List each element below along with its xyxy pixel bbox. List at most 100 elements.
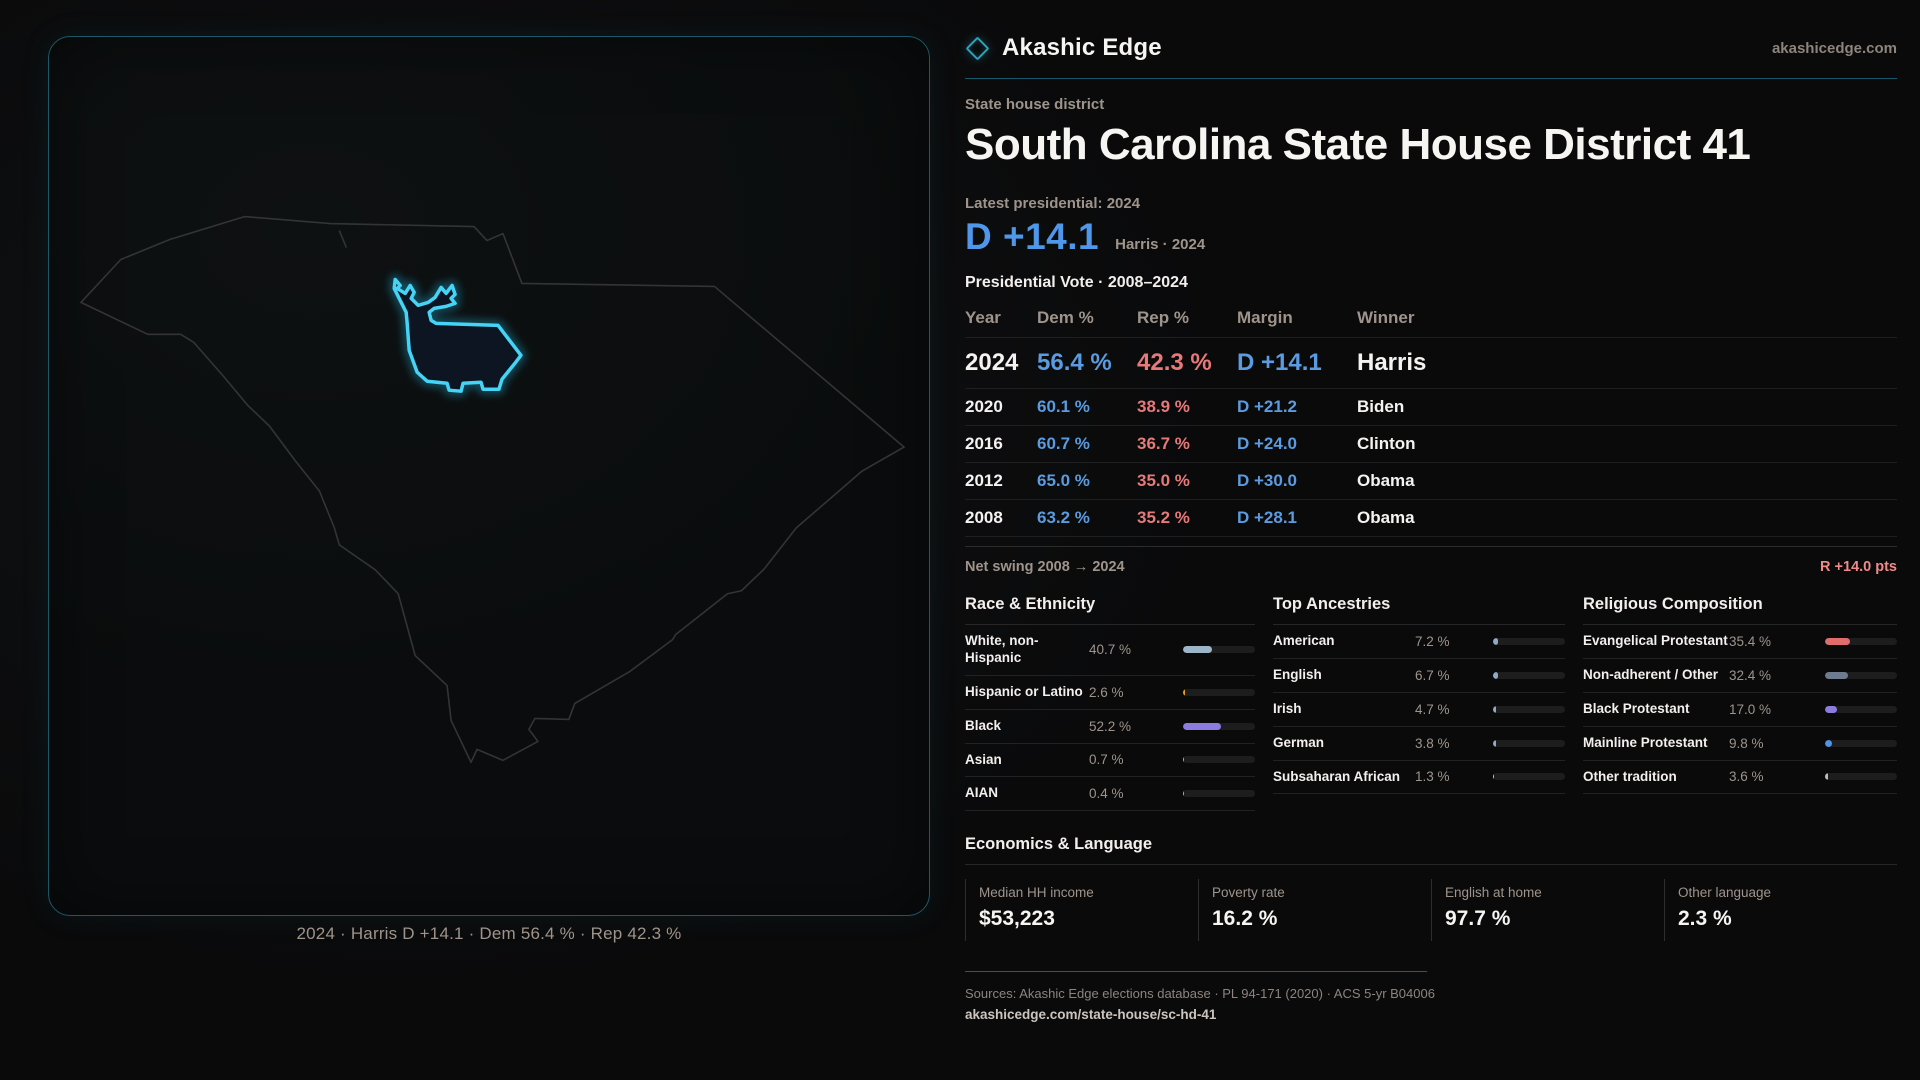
stat-value: 2.3 % (1678, 907, 1732, 931)
bar-fill (1493, 773, 1494, 781)
footer: Sources: Akashic Edge elections database… (965, 971, 1897, 1022)
footer-divider (965, 971, 1427, 973)
cell-margin: D +21.2 (1237, 397, 1298, 416)
bar-track (1493, 671, 1565, 679)
religious-composition-title: Religious Composition (1583, 595, 1897, 625)
demographic-value: 40.7 % (1089, 642, 1132, 658)
latest-margin-row: D +14.1 Harris · 2024 (965, 216, 1897, 258)
bar-track (1825, 705, 1897, 713)
bar-fill (1183, 722, 1221, 730)
cell-dem-pct: 60.1 % (1037, 397, 1090, 416)
table-row: 2020 60.1 % 38.9 % D +21.2 Biden (965, 389, 1897, 426)
footer-url[interactable]: akashicedge.com/state-house/sc-hd-41 (965, 1007, 1217, 1023)
demographic-row: Irish 4.7 % (1273, 693, 1565, 727)
demographic-label: Irish (1273, 700, 1302, 716)
cell-dem-pct: 56.4 % (1037, 349, 1112, 376)
bar-fill (1825, 739, 1833, 747)
top-ancestries-title: Top Ancestries (1273, 595, 1565, 625)
brand-name: Akashic Edge (1002, 34, 1162, 61)
diamond-logo-icon (965, 35, 990, 61)
cell-dem-pct: 65.0 % (1037, 471, 1090, 490)
stat-label: Poverty rate (1212, 885, 1285, 901)
stat-label: English at home (1445, 885, 1542, 901)
cell-year: 2012 (965, 471, 1003, 490)
bar-fill (1183, 790, 1184, 798)
demographic-value: 0.7 % (1089, 752, 1124, 768)
bar-track (1183, 722, 1255, 730)
demographic-label: Mainline Protestant (1583, 734, 1708, 750)
demographic-row: Black Protestant 17.0 % (1583, 693, 1897, 727)
demographic-value: 35.4 % (1729, 633, 1772, 649)
col-header-dem: Dem % (1037, 308, 1094, 327)
cell-year: 2016 (965, 434, 1003, 453)
cell-rep-pct: 36.7 % (1137, 434, 1190, 453)
bar-track (1183, 790, 1255, 798)
sources-text: Sources: Akashic Edge elections database… (965, 986, 1435, 1002)
demographic-row: Black 52.2 % (965, 710, 1255, 744)
demographic-value: 17.0 % (1729, 701, 1772, 717)
bar-track (1825, 773, 1897, 781)
bar-track (1825, 637, 1897, 645)
state-outline (80, 215, 905, 764)
latest-presidential-label: Latest presidential: 2024 (965, 195, 1141, 212)
cell-rep-pct: 35.2 % (1137, 508, 1190, 527)
cell-winner: Clinton (1357, 434, 1416, 453)
demographic-row: Hispanic or Latino 2.6 % (965, 676, 1255, 710)
demographic-value: 1.3 % (1415, 769, 1450, 785)
south-carolina-map (80, 215, 905, 764)
economics-title: Economics & Language (965, 835, 1897, 866)
table-header-row: Year Dem % Rep % Margin Winner (965, 302, 1897, 338)
demographic-value: 2.6 % (1089, 684, 1124, 700)
kicker: State house district (965, 96, 1105, 113)
demographic-row: Evangelical Protestant 35.4 % (1583, 625, 1897, 659)
demographic-label: Asian (965, 751, 1002, 767)
bar-track (1493, 637, 1565, 645)
map-caption: 2024 · Harris D +14.1 · Dem 56.4 % · Rep… (296, 924, 682, 943)
race-ethnicity-list: White, non-Hispanic 40.7 % Hispanic or L… (965, 625, 1255, 812)
col-header-year: Year (965, 308, 1001, 327)
cell-winner: Obama (1357, 508, 1415, 527)
bar-track (1493, 773, 1565, 781)
district-map-panel (48, 36, 930, 916)
brand-site-link[interactable]: akashicedge.com (1771, 39, 1897, 57)
bar-fill (1183, 646, 1213, 654)
bar-track (1493, 705, 1565, 713)
district-report: Akashic Edge akashicedge.com State house… (965, 28, 1897, 1022)
demographic-value: 7.2 % (1415, 633, 1450, 649)
brand-header: Akashic Edge akashicedge.com (965, 28, 1897, 68)
demographic-row: Non-adherent / Other 32.4 % (1583, 659, 1897, 693)
cell-margin: D +24.0 (1237, 434, 1298, 453)
stat-card: Median HH income $53,223 (965, 879, 1198, 942)
cell-margin: D +28.1 (1237, 508, 1298, 527)
top-ancestries-column: Top Ancestries American 7.2 % English 6.… (1273, 595, 1565, 811)
demographic-value: 4.7 % (1415, 701, 1450, 717)
cell-winner: Harris (1357, 349, 1427, 376)
bar-fill (1183, 756, 1184, 764)
demographic-row: Other tradition 3.6 % (1583, 761, 1897, 795)
table-row: 2016 60.7 % 36.7 % D +24.0 Clinton (965, 426, 1897, 463)
cell-dem-pct: 63.2 % (1037, 508, 1090, 527)
religious-composition-list: Evangelical Protestant 35.4 % Non-adhere… (1583, 625, 1897, 795)
stat-card: Poverty rate 16.2 % (1198, 879, 1431, 942)
demographic-row: White, non-Hispanic 40.7 % (965, 625, 1255, 676)
cell-rep-pct: 35.0 % (1137, 471, 1190, 490)
economics-stats: Median HH income $53,223 Poverty rate 16… (965, 879, 1897, 942)
demographic-value: 3.8 % (1415, 735, 1450, 751)
presidential-vote-table: Year Dem % Rep % Margin Winner 2024 56.4… (965, 302, 1897, 537)
race-ethnicity-column: Race & Ethnicity White, non-Hispanic 40.… (965, 595, 1255, 812)
stat-label: Median HH income (979, 885, 1094, 901)
bar-track (1493, 739, 1565, 747)
cell-rep-pct: 38.9 % (1137, 397, 1190, 416)
demographic-value: 0.4 % (1089, 786, 1124, 802)
page-title: South Carolina State House District 41 (965, 120, 1751, 169)
stat-label: Other language (1678, 885, 1772, 901)
stat-value: 16.2 % (1212, 907, 1278, 931)
demographic-row: AIAN 0.4 % (965, 777, 1255, 812)
header-divider (965, 78, 1897, 79)
demographic-value: 52.2 % (1089, 718, 1132, 734)
demographic-label: Black Protestant (1583, 700, 1690, 716)
bar-track (1183, 646, 1255, 654)
bar-fill (1493, 671, 1498, 679)
cell-year: 2024 (965, 349, 1019, 376)
demographic-row: Asian 0.7 % (965, 744, 1255, 778)
